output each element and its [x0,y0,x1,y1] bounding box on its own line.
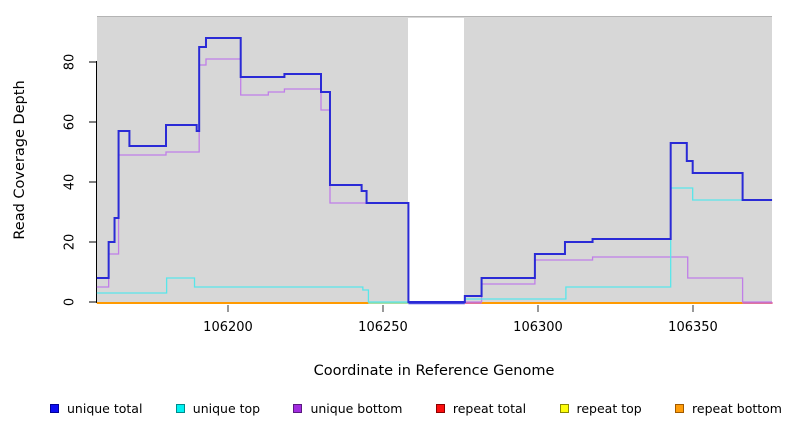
series-unique-bottom [96,58,773,303]
legend-swatch-icon [435,403,445,413]
legend-item-repeat-total: repeat total [435,400,527,416]
x-tick-label: 106250 [358,320,408,335]
y-tick-label: 20 [62,233,78,251]
coverage-gap-band [408,18,465,304]
y-tick-label: 0 [62,297,78,307]
legend-item-unique-bottom: unique bottom [293,400,403,416]
plot-panel [97,16,772,304]
legend-label: repeat bottom [692,400,782,416]
legend-item-unique-total: unique total [50,401,142,416]
y-tick-label: 60 [62,113,78,131]
legend-item-repeat-bottom: repeat bottom [675,401,782,416]
legend-item-repeat-top: repeat top [559,400,642,416]
legend-label: unique total [67,400,143,416]
x-tick-label: 106200 [203,320,253,335]
legend-item-unique-top: unique top [175,400,261,416]
legend-swatch-icon [293,403,303,413]
y-axis-title: Read Coverage Depth [12,80,28,240]
y-tick-label: 40 [62,173,78,191]
legend-label: repeat top [576,400,642,416]
legend-label: repeat total [452,400,527,416]
chart-legend: unique total unique top unique bottom repea… [50,398,782,418]
x-tick-label: 106300 [513,320,563,335]
legend-swatch-icon [675,403,685,413]
legend-swatch-icon [50,403,59,413]
legend-label: unique bottom [310,400,403,416]
legend-label: unique top [192,400,261,416]
series-unique-total [96,37,773,303]
x-tick-label: 106350 [668,320,718,335]
legend-swatch-icon [175,403,185,413]
legend-swatch-icon [559,403,569,413]
x-axis-title: Coordinate in Reference Genome [313,363,555,379]
y-tick-label: 80 [62,53,78,71]
